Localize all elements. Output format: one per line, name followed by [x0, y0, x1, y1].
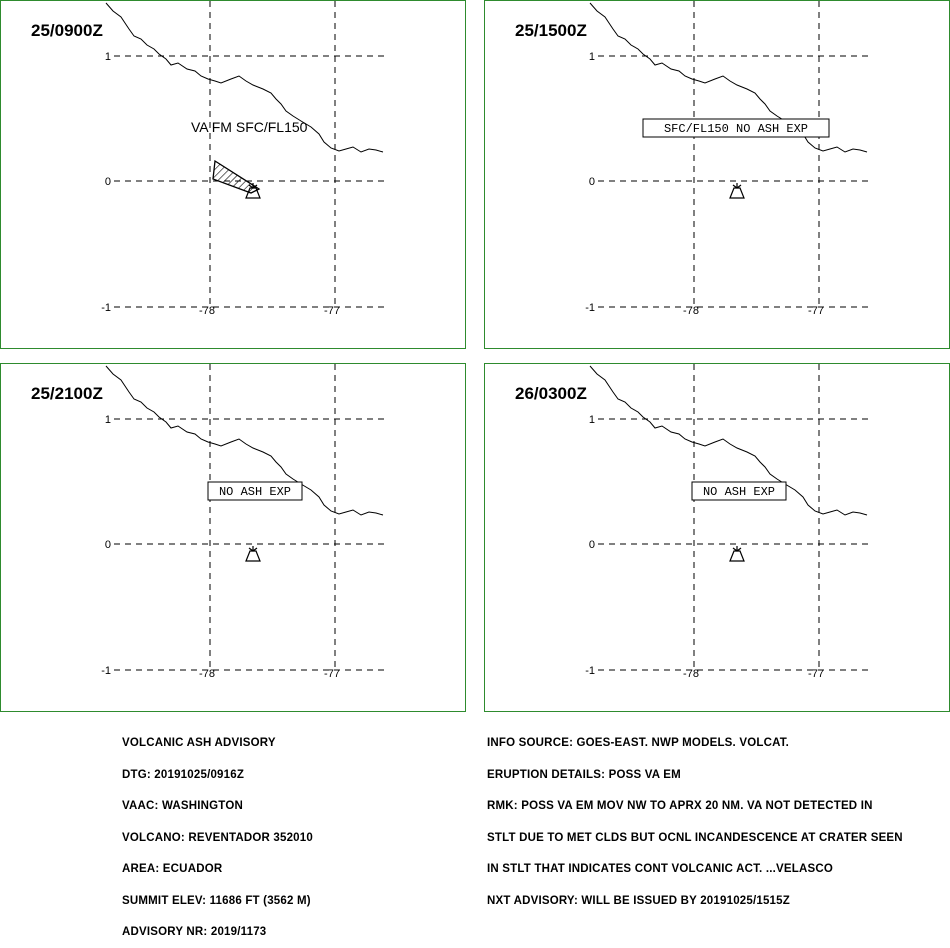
forecast-time-label: 25/0900Z — [31, 21, 103, 40]
advisory-line: ADVISORY NR: 2019/1173 — [122, 926, 267, 938]
advisory-left-block: VOLCANIC ASH ADVISORY DTG: 20191025/0916… — [122, 717, 313, 948]
latitude-label: -1 — [585, 665, 595, 677]
label-box — [691, 481, 787, 501]
map-panel: 1 0 -1 -78 -77 25/0900Z VA FM SFC/FL150 — [0, 0, 466, 349]
ash-cloud-area — [212, 159, 261, 194]
advisory-line: IN STLT THAT INDICATES CONT VOLCANIC ACT… — [487, 863, 834, 875]
longitude-label: -78 — [199, 668, 215, 680]
volcano-icon — [729, 183, 745, 199]
advisory-right-block: INFO SOURCE: GOES-EAST. NWP MODELS. VOLC… — [487, 717, 903, 917]
advisory-line: VAAC: WASHINGTON — [122, 800, 243, 812]
coastline — [589, 365, 868, 516]
latitude-label: 1 — [589, 414, 595, 426]
coastline — [589, 2, 868, 153]
forecast-time-label: 26/0300Z — [515, 384, 587, 403]
latitude-label: 1 — [105, 51, 111, 63]
map-canvas: 1 0 -1 -78 -77 25/2100Z NO ASH EXP — [31, 364, 385, 680]
map-canvas: 1 0 -1 -78 -77 26/0300Z NO ASH EXP — [515, 364, 869, 680]
advisory-line: VOLCANO: REVENTADOR 352010 — [122, 831, 313, 844]
longitude-label: -77 — [808, 668, 824, 680]
forecast-status-label: NO ASH EXP — [703, 485, 775, 499]
label-box — [207, 481, 303, 501]
volcano-icon — [245, 183, 261, 199]
advisory-line: DTG: 20191025/0916Z — [122, 768, 245, 781]
latitude-label: -1 — [585, 302, 595, 314]
map-canvas: 1 0 -1 -78 -77 25/1500Z SFC/FL150 NO ASH EXP — [515, 1, 869, 317]
latitude-label: 0 — [589, 539, 595, 551]
latitude-label: 1 — [589, 51, 595, 63]
advisory-line: ERUPTION DETAILS: POSS VA EM — [487, 768, 681, 781]
longitude-label: -78 — [199, 305, 215, 317]
advisory-line: SUMMIT ELEV: 11686 FT (3562 M) — [122, 894, 311, 907]
map-panel: 1 0 -1 -78 -77 25/1500Z SFC/FL150 NO ASH EXP — [484, 0, 950, 349]
longitude-label: -77 — [324, 668, 340, 680]
forecast-status-label: NO ASH EXP — [219, 485, 291, 499]
longitude-label: -77 — [324, 305, 340, 317]
map-canvas: 1 0 -1 -78 -77 25/0900Z VA FM SFC/FL150 — [31, 1, 385, 317]
latitude-label: 1 — [105, 414, 111, 426]
label-box — [642, 118, 830, 138]
forecast-time-label: 25/2100Z — [31, 384, 103, 403]
map-panel: 1 0 -1 -78 -77 26/0300Z NO ASH EXP — [484, 363, 950, 712]
coastline — [105, 365, 384, 516]
latitude-label: 0 — [105, 539, 111, 551]
ash-level-label: VA FM SFC/FL150 — [191, 119, 308, 135]
advisory-line: AREA: ECUADOR — [122, 863, 223, 875]
longitude-label: -77 — [808, 305, 824, 317]
volcano-icon — [729, 546, 745, 562]
coastline — [105, 2, 384, 153]
volcano-icon — [245, 546, 261, 562]
latitude-label: -1 — [101, 302, 111, 314]
latitude-label: 0 — [105, 176, 111, 188]
map-panel: 1 0 -1 -78 -77 25/2100Z NO ASH EXP — [0, 363, 466, 712]
longitude-label: -78 — [683, 305, 699, 317]
advisory-line: NXT ADVISORY: WILL BE ISSUED BY 20191025… — [487, 894, 790, 907]
forecast-time-label: 25/1500Z — [515, 21, 587, 40]
longitude-label: -78 — [683, 668, 699, 680]
latitude-label: -1 — [101, 665, 111, 677]
advisory-line: STLT DUE TO MET CLDS BUT OCNL INCANDESCE… — [487, 831, 903, 844]
forecast-status-label: SFC/FL150 NO ASH EXP — [664, 122, 808, 136]
latitude-label: 0 — [589, 176, 595, 188]
advisory-line: INFO SOURCE: GOES-EAST. NWP MODELS. VOLC… — [487, 737, 790, 749]
advisory-line: VOLCANIC ASH ADVISORY — [122, 737, 276, 749]
advisory-line: RMK: POSS VA EM MOV NW TO APRX 20 NM. VA… — [487, 800, 873, 812]
